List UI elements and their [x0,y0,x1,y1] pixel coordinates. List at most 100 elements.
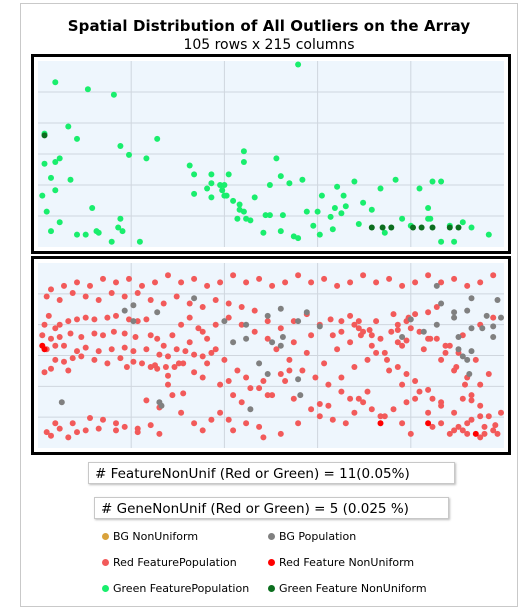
data-point [468,348,475,355]
data-point [273,346,280,353]
data-point [381,229,388,236]
data-point [410,224,416,231]
data-point [65,367,72,374]
data-point [468,416,475,423]
data-point [338,328,345,335]
data-point [390,311,397,318]
data-point [459,427,466,434]
data-point [43,293,50,300]
data-point [256,360,263,367]
data-point [338,388,345,395]
data-point [74,279,80,286]
legend-item-red-feature-population: Red FeaturePopulation [102,556,237,569]
data-point [191,275,198,282]
data-point [442,349,449,356]
data-point [308,279,315,286]
data-point [169,392,176,399]
data-point [221,182,228,188]
data-point [318,192,325,199]
data-point [264,371,271,377]
data-point [407,316,414,323]
data-point [355,395,362,402]
data-point [48,228,54,235]
data-point [377,420,384,427]
data-point [186,339,193,346]
data-point [464,430,471,437]
data-point [464,420,471,427]
data-point [208,349,215,356]
data-point [175,360,182,367]
data-point [121,344,128,351]
data-point [240,148,247,155]
data-point [329,416,336,423]
data-point [277,173,284,180]
data-point [48,335,54,342]
data-point [403,371,410,377]
data-point [208,416,215,423]
data-point [498,314,504,321]
data-point [134,318,141,325]
data-point [95,297,102,303]
data-point [113,420,119,427]
data-point [303,349,310,356]
data-point [243,215,250,222]
data-point [48,432,54,439]
data-point [451,275,458,282]
data-point [260,434,267,441]
data-point [199,374,206,381]
data-point [52,356,59,363]
data-point [52,325,59,332]
series-bg-population [58,282,504,413]
legend-item-green-feature-nonuniform: Green Feature NonUniform [268,582,427,595]
data-point [225,378,232,384]
data-point [490,272,497,279]
data-point [104,360,111,367]
data-point [433,282,440,289]
data-point [416,185,423,192]
data-point [357,332,364,339]
data-point [364,388,371,395]
data-point [78,353,85,360]
data-point [338,210,345,217]
data-point [279,334,286,340]
data-point [399,215,406,222]
data-point [418,224,425,231]
data-point [251,307,258,314]
data-point [394,364,401,370]
data-point [399,342,406,349]
data-point [238,321,245,328]
green-scatter-plot [38,61,504,247]
data-point [52,342,59,349]
data-point [433,321,440,328]
data-point [446,224,453,231]
data-point [429,224,436,231]
data-point [204,335,211,342]
data-point [390,406,397,413]
data-point [468,392,475,399]
data-point [225,314,232,321]
data-point [262,212,269,219]
data-point [208,171,215,178]
data-point [455,224,462,231]
data-point [219,187,226,194]
data-point [61,358,67,365]
data-point [412,378,419,384]
data-point [442,342,449,349]
data-point [494,430,501,437]
data-point [65,434,72,441]
data-point [334,346,341,353]
data-point [329,226,336,233]
data-point [169,332,176,339]
data-point [87,282,93,289]
data-point [308,406,315,413]
data-point [429,178,436,185]
data-point [165,381,171,388]
data-point [355,318,362,325]
data-point [180,390,187,397]
data-point [455,334,462,340]
data-point [117,143,124,149]
data-point [65,318,72,325]
data-point [485,413,492,420]
data-point [136,238,143,245]
data-point [483,312,490,319]
